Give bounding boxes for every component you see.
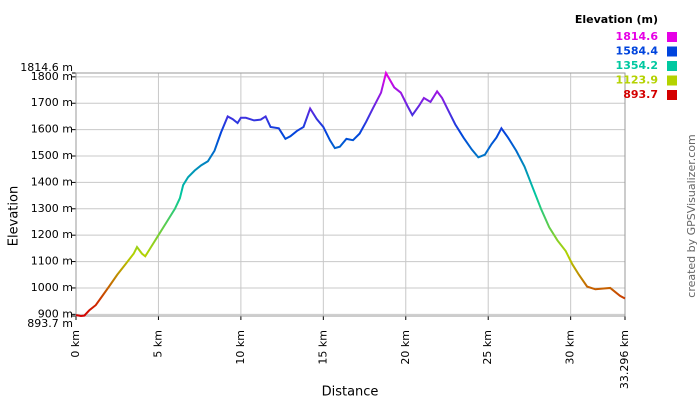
plot-frame (75, 72, 626, 317)
legend-label: 893.7 (623, 88, 658, 101)
x-axis-title: Distance (322, 385, 379, 400)
x-tick-label: 25 km (481, 330, 494, 365)
y-tick-label: 1300 m (31, 202, 73, 215)
legend-swatch (667, 75, 677, 86)
y-tick-label: 1600 m (31, 123, 73, 136)
y-tick-label: 900 m (38, 307, 73, 320)
y-tick-label: 1800 m (31, 70, 73, 83)
y-tick-label: 1000 m (31, 281, 73, 294)
legend-label: 1584.4 (616, 45, 659, 58)
y-axis-title: Elevation (7, 186, 22, 246)
legend-label: 1354.2 (616, 59, 658, 72)
legend-title: Elevation (m) (575, 13, 658, 26)
y-tick-label: 1100 m (31, 255, 73, 268)
legend-label: 1814.6 (616, 30, 659, 43)
credit: created by GPSVisualizer.com (685, 134, 698, 297)
x-tick-label: 5 km (151, 330, 164, 358)
y-tick-label: 1200 m (31, 228, 73, 241)
y-tick-label: 1700 m (31, 96, 73, 109)
legend-swatch (667, 46, 677, 57)
y-tick-label: 1400 m (31, 175, 73, 188)
y-tick-label: 893.7 m (27, 317, 73, 330)
x-tick-label: 10 km (234, 330, 247, 365)
x-tick-label: 20 km (399, 330, 412, 365)
x-tick-label: 15 km (316, 330, 329, 365)
x-tick-label: 33.296 km (618, 330, 631, 389)
y-tick-label: 1814.6 m (20, 61, 73, 74)
x-tick-label: 30 km (564, 330, 577, 365)
legend-swatch (667, 61, 677, 71)
elevation-line (75, 70, 626, 318)
legend-swatch (667, 90, 677, 100)
legend-swatch (667, 32, 677, 42)
y-tick-label: 1500 m (31, 149, 73, 162)
x-tick-label: 0 km (69, 330, 82, 358)
legend-label: 1123.9 (616, 74, 658, 87)
